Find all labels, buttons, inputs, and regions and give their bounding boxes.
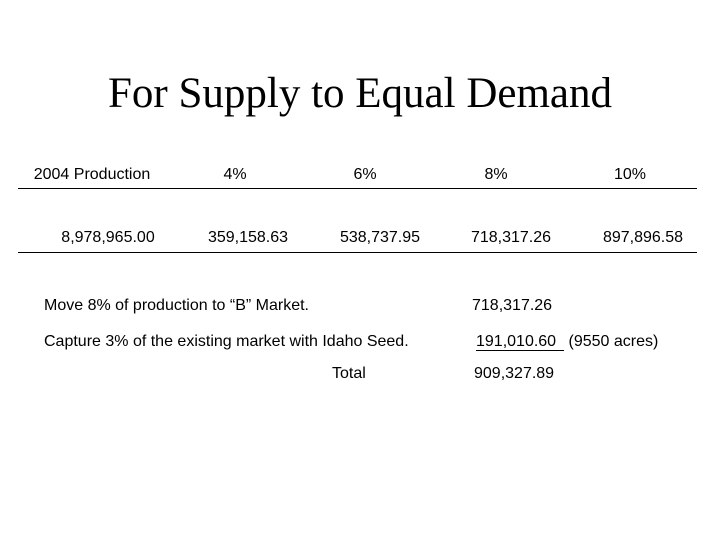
value-4-percent: 359,158.63 (207, 229, 289, 246)
value-8-percent: 718,317.26 (470, 229, 552, 246)
value-6-percent: 538,737.95 (339, 229, 421, 246)
capture-note: (9550 acres) (568, 333, 659, 350)
header-2004-production: 2004 Production (33, 166, 151, 183)
header-6-percent: 6% (353, 166, 377, 183)
total-value: 909,327.89 (474, 365, 555, 382)
total-label: Total (332, 365, 366, 382)
header-rule (18, 188, 697, 189)
header-4-percent: 4% (223, 166, 247, 183)
values-rule (18, 252, 697, 253)
page-title: For Supply to Equal Demand (107, 70, 612, 117)
header-8-percent: 8% (484, 166, 508, 183)
capture-label: Capture 3% of the existing market with I… (44, 333, 409, 350)
capture-value-row: 191,010.60 (9550 acres) (476, 332, 658, 352)
value-10-percent: 897,896.58 (602, 229, 684, 246)
capture-value: 191,010.60 (476, 333, 565, 351)
header-10-percent: 10% (613, 166, 647, 183)
move-label: Move 8% of production to “B” Market. (44, 297, 309, 314)
move-value: 718,317.26 (472, 297, 553, 314)
value-2004-production: 8,978,965.00 (61, 229, 155, 246)
